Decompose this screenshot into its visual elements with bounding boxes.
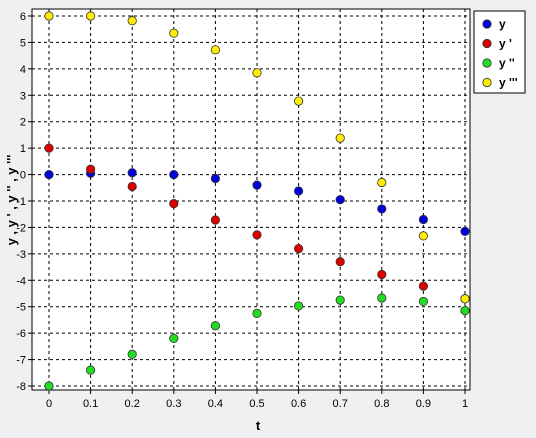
data-point (45, 144, 53, 152)
legend-marker (483, 59, 491, 67)
x-tick-label: 0.2 (125, 398, 140, 410)
data-point (86, 366, 94, 374)
y-tick-label: -8 (16, 381, 26, 393)
y-tick-label: -6 (16, 328, 26, 340)
data-point (419, 297, 427, 305)
data-point (294, 97, 302, 105)
data-point (211, 46, 219, 54)
x-tick-label: 1 (462, 398, 468, 410)
y-tick-label: 0 (20, 170, 26, 182)
data-point (170, 170, 178, 178)
x-tick-label: 0 (46, 398, 52, 410)
data-point (170, 334, 178, 342)
data-point (253, 181, 261, 189)
data-point (128, 350, 136, 358)
data-point (461, 227, 469, 235)
data-point (419, 232, 427, 240)
data-point (170, 199, 178, 207)
x-tick-label: 0.3 (166, 398, 181, 410)
data-point (45, 170, 53, 178)
data-point (253, 309, 261, 317)
x-tick-label: 0.6 (291, 398, 306, 410)
legend-label: y '' (499, 56, 515, 70)
x-axis-title: t (256, 418, 261, 433)
data-point (294, 187, 302, 195)
x-tick-label: 0.9 (416, 398, 431, 410)
y-tick-label: -3 (16, 249, 26, 261)
data-point (461, 295, 469, 303)
y-tick-label: -7 (16, 355, 26, 367)
y-tick-label: -5 (16, 302, 26, 314)
data-point (211, 322, 219, 330)
data-point (419, 282, 427, 290)
data-point (86, 165, 94, 173)
legend-label: y ''' (499, 76, 518, 90)
data-point (253, 69, 261, 77)
legend-marker (483, 20, 491, 28)
y-tick-label: 4 (20, 64, 26, 76)
data-point (170, 29, 178, 37)
data-point (461, 306, 469, 314)
data-point (128, 182, 136, 190)
data-point (128, 17, 136, 25)
data-point (336, 296, 344, 304)
data-point (378, 178, 386, 186)
data-point (128, 169, 136, 177)
x-tick-label: 0.5 (249, 398, 264, 410)
data-point (211, 174, 219, 182)
x-tick-label: 0.4 (208, 398, 223, 410)
data-point (253, 231, 261, 239)
y-tick-label: 6 (20, 11, 26, 23)
data-point (336, 258, 344, 266)
data-point (45, 382, 53, 390)
data-point (378, 294, 386, 302)
y-tick-label: -4 (16, 275, 26, 287)
data-point (45, 12, 53, 20)
data-point (378, 205, 386, 213)
legend: y y ' y '' y ''' (474, 11, 525, 93)
legend-label: y ' (499, 37, 512, 51)
data-point (378, 270, 386, 278)
x-tick-label: 0.8 (374, 398, 389, 410)
legend-marker (483, 78, 491, 86)
y-tick-label: 3 (20, 90, 26, 102)
data-point (336, 195, 344, 203)
data-point (294, 244, 302, 252)
legend-marker (483, 39, 491, 47)
data-point (211, 216, 219, 224)
data-point (86, 12, 94, 20)
data-point (294, 302, 302, 310)
y-tick-label: 2 (20, 117, 26, 129)
x-tick-label: 0.1 (83, 398, 98, 410)
legend-label: y (499, 17, 506, 31)
y-tick-label: 5 (20, 37, 26, 49)
data-point (336, 134, 344, 142)
y-axis-title: y , y ' , y '' , y ''' (4, 155, 19, 246)
data-point (419, 215, 427, 223)
x-tick-label: 0.7 (333, 398, 348, 410)
y-tick-label: 1 (20, 143, 26, 155)
